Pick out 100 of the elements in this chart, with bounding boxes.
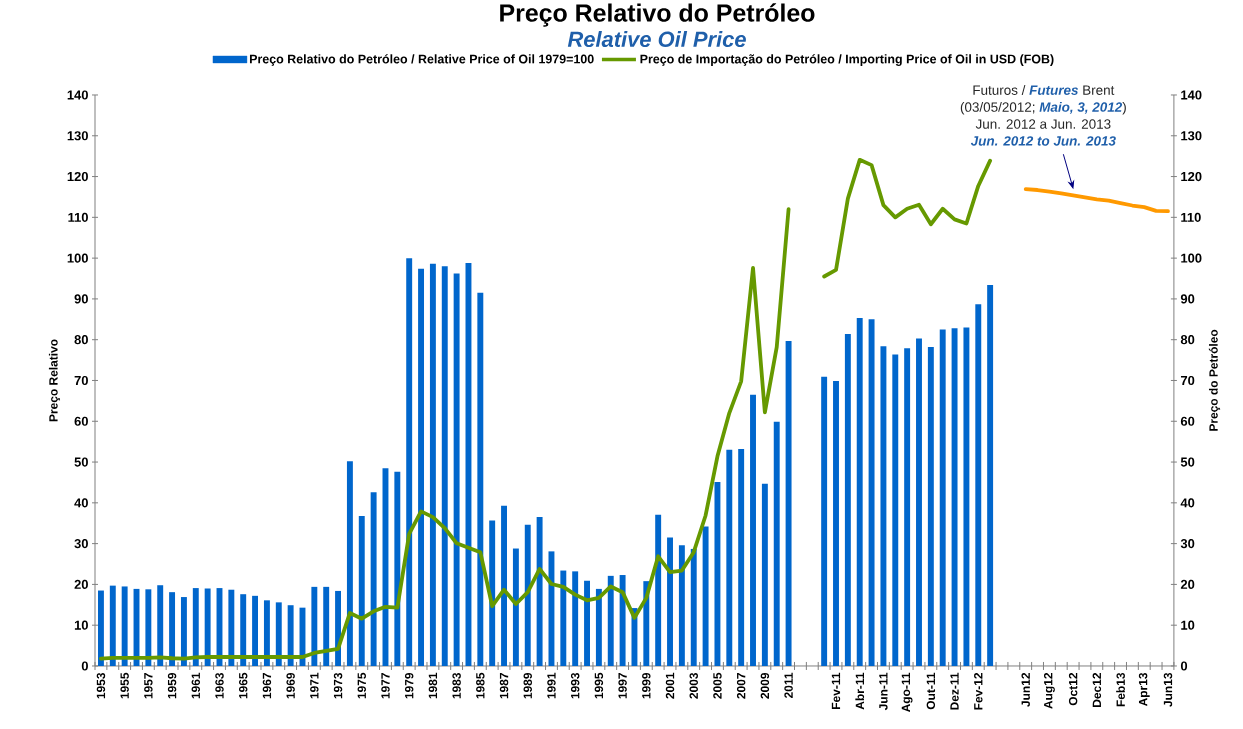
x-tick-label: 2011: [784, 672, 793, 699]
bar: [773, 421, 780, 666]
x-tick-label: 1977: [381, 673, 390, 699]
bar: [833, 380, 839, 666]
bar: [346, 461, 353, 666]
bar: [951, 328, 958, 666]
bar: [702, 526, 709, 666]
line-series: [1023, 187, 1170, 214]
y2-tick-label: 40: [1180, 498, 1195, 508]
x-tick-label: Aug12: [1043, 672, 1055, 709]
bar: [418, 268, 425, 666]
bar: [761, 483, 768, 666]
x-tick-label: Jun12: [1021, 672, 1030, 707]
y-tick-label: 80: [74, 335, 88, 345]
bar: [560, 570, 567, 666]
x-tick-label: 1985: [476, 672, 485, 699]
text: Futuros / Futures Brent: [973, 85, 1115, 95]
bar: [963, 327, 970, 666]
x-tick-label: Jun-11: [879, 672, 888, 711]
bar: [512, 548, 519, 666]
x-tick-label: 1995: [594, 672, 604, 699]
bar: [572, 571, 579, 666]
bar: [987, 285, 994, 666]
bar: [228, 589, 235, 666]
y-tick-label: 130: [67, 131, 88, 141]
y-tick-label: 140: [67, 90, 88, 100]
bar: [750, 394, 756, 666]
x-tick-label: Dec12: [1092, 672, 1102, 707]
bar: [97, 590, 104, 666]
x-tick-label: 2003: [689, 672, 698, 699]
y2-tick-label: 50: [1180, 457, 1195, 467]
bar: [714, 482, 721, 666]
bar: [690, 548, 697, 666]
y2-tick-label: 120: [1181, 171, 1202, 182]
bar: [785, 340, 792, 666]
x-tick-label: 1955: [120, 672, 129, 699]
x-tick-label: 1963: [215, 672, 224, 699]
legend-label: Preço de Importação do Petróleo / Importing Price of Oil in USD (FOB): [640, 54, 1054, 66]
bar: [477, 292, 484, 666]
x-tick-label: Fev-11: [831, 672, 841, 709]
bar: [904, 348, 911, 666]
x-tick-label: 1999: [642, 672, 651, 699]
bar: [311, 586, 318, 666]
x-tick-label: 1983: [452, 672, 461, 699]
bar: [287, 605, 294, 666]
y2-tick-label: 0: [1180, 661, 1188, 671]
bar: [927, 347, 934, 666]
x-tick-label: Abr-11: [855, 672, 865, 710]
x-tick-label: 2009: [760, 672, 770, 699]
bar: [121, 586, 128, 666]
bar: [358, 515, 365, 666]
y2-tick-label: 110: [1181, 212, 1201, 222]
y2-tick-label: 140: [1181, 90, 1202, 100]
y2-tick-label: 80: [1180, 335, 1195, 345]
bar: [738, 449, 745, 666]
x-tick-label: 1961: [191, 672, 201, 699]
y-axis-title: Preço Relativo: [48, 339, 61, 422]
y2-tick-label: 90: [1180, 294, 1195, 304]
x-tick-label: 1991: [547, 672, 556, 699]
x-tick-label: 2001: [665, 672, 675, 699]
bar: [441, 266, 448, 666]
bar: [252, 595, 259, 666]
x-tick-label: 1997: [618, 673, 627, 699]
y2-tick-label: 130: [1181, 131, 1202, 141]
bar: [489, 520, 496, 666]
bar: [880, 346, 887, 666]
bar: [263, 600, 270, 666]
bar: [584, 580, 590, 666]
chart-subtitle: Relative Oil Price: [567, 30, 746, 48]
x-tick-label: 1969: [286, 672, 295, 699]
bar: [939, 329, 946, 666]
x-tick-label: Ago-11: [901, 672, 913, 713]
bar: [856, 318, 863, 666]
y-tick-label: 30: [74, 539, 88, 549]
y-tick-label: 120: [67, 171, 88, 182]
bar: [370, 492, 377, 666]
x-tick-label: 1959: [167, 672, 177, 699]
annotation: (03/05/2012; Maio, 3, 2012): [960, 101, 1126, 115]
bar: [607, 575, 614, 666]
bar: [429, 263, 436, 666]
bar: [655, 514, 662, 666]
bar: [678, 545, 685, 666]
bar: [275, 602, 282, 666]
x-tick-label: 1975: [357, 672, 366, 699]
x-tick-label: Oct12: [1068, 672, 1078, 706]
bar: [536, 517, 543, 666]
x-tick-label: 1981: [428, 672, 438, 699]
bar: [192, 588, 199, 666]
y-tick-label: 0: [81, 661, 88, 671]
x-tick-label: Dez-11: [950, 672, 959, 710]
y2-axis-title: Preço do Petróleo: [1208, 329, 1221, 431]
x-tick-label: 1989: [523, 672, 532, 699]
y2-tick-label: 100: [1181, 253, 1202, 263]
bar: [204, 588, 211, 666]
bar: [240, 594, 247, 666]
bar: [180, 597, 187, 666]
x-tick-label: 1993: [570, 672, 580, 699]
x-tick-label: 1953: [96, 672, 106, 699]
bar: [844, 333, 851, 666]
x-tick-label: 2005: [713, 672, 722, 699]
